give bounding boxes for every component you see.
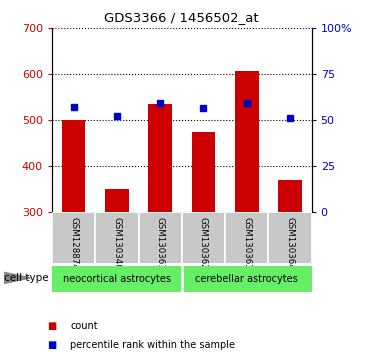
Bar xyxy=(225,212,268,264)
Bar xyxy=(105,189,129,212)
Title: GDS3366 / 1456502_at: GDS3366 / 1456502_at xyxy=(105,11,259,24)
Polygon shape xyxy=(4,272,30,284)
Bar xyxy=(191,132,215,212)
Bar xyxy=(182,212,225,264)
Text: GSM130363: GSM130363 xyxy=(242,217,251,269)
Bar xyxy=(182,266,312,292)
Bar xyxy=(52,266,182,292)
Text: GSM128874: GSM128874 xyxy=(69,217,78,269)
Text: GSM130362: GSM130362 xyxy=(199,217,208,269)
Bar xyxy=(52,212,95,264)
Text: neocortical astrocytes: neocortical astrocytes xyxy=(63,274,171,284)
Bar xyxy=(235,71,259,212)
Text: GSM130361: GSM130361 xyxy=(156,217,165,269)
Text: cell type: cell type xyxy=(4,273,48,283)
Bar xyxy=(278,180,302,212)
Bar xyxy=(148,104,172,212)
Bar xyxy=(268,212,312,264)
Text: GSM130340: GSM130340 xyxy=(112,217,121,269)
Bar xyxy=(62,120,85,212)
Text: ■: ■ xyxy=(47,340,56,350)
Text: GSM130364: GSM130364 xyxy=(286,217,295,269)
Text: percentile rank within the sample: percentile rank within the sample xyxy=(70,340,236,350)
Text: ■: ■ xyxy=(47,321,56,331)
Bar xyxy=(138,212,182,264)
Bar xyxy=(95,212,138,264)
Text: count: count xyxy=(70,321,98,331)
Text: cerebellar astrocytes: cerebellar astrocytes xyxy=(196,274,298,284)
